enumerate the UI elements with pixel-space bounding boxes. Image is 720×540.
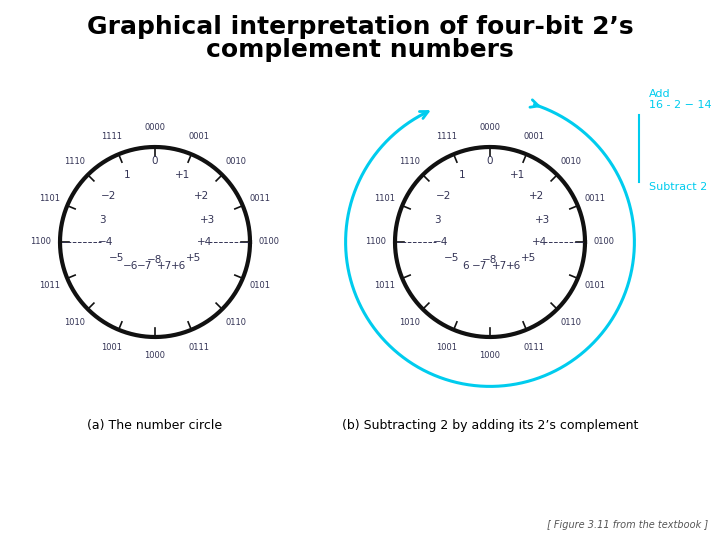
Text: [ Figure 3.11 from the textbook ]: [ Figure 3.11 from the textbook ] <box>547 520 708 530</box>
Text: 1: 1 <box>124 170 130 180</box>
Text: 0110: 0110 <box>225 318 246 327</box>
Text: 0001: 0001 <box>523 132 544 141</box>
Text: 1111: 1111 <box>436 132 457 141</box>
Text: 1010: 1010 <box>399 318 420 327</box>
Text: 0000: 0000 <box>480 124 500 132</box>
Text: 1110: 1110 <box>399 157 420 166</box>
Text: −2: −2 <box>436 191 451 201</box>
Text: +6: +6 <box>171 261 186 271</box>
Text: 0011: 0011 <box>585 194 606 203</box>
Text: 0101: 0101 <box>585 281 606 290</box>
Text: +2: +2 <box>194 191 209 201</box>
Text: −8: −8 <box>148 255 163 266</box>
Text: 1010: 1010 <box>64 318 85 327</box>
Text: +3: +3 <box>536 215 551 225</box>
Text: 1100: 1100 <box>366 238 387 246</box>
Text: 1001: 1001 <box>436 343 457 352</box>
Text: +5: +5 <box>186 253 202 263</box>
Text: 0100: 0100 <box>258 238 279 246</box>
Text: +7: +7 <box>492 261 508 271</box>
Text: +1: +1 <box>175 170 191 180</box>
Text: 1101: 1101 <box>39 194 60 203</box>
Text: −2: −2 <box>102 191 117 201</box>
Text: −7: −7 <box>472 261 487 271</box>
Text: −5: −5 <box>109 253 124 263</box>
Text: −6: −6 <box>123 261 139 271</box>
Text: +2: +2 <box>528 191 544 201</box>
Text: Subtract 2: Subtract 2 <box>649 182 708 192</box>
Text: −5: −5 <box>444 253 459 263</box>
Text: −4: −4 <box>98 237 113 247</box>
Text: 0010: 0010 <box>560 157 581 166</box>
Text: 1011: 1011 <box>39 281 60 290</box>
Text: 0: 0 <box>487 156 493 166</box>
Text: 0111: 0111 <box>188 343 209 352</box>
Text: +4: +4 <box>197 237 212 247</box>
Text: 0001: 0001 <box>188 132 209 141</box>
Text: −7: −7 <box>138 261 153 271</box>
Text: +6: +6 <box>506 261 522 271</box>
Text: +1: +1 <box>510 170 526 180</box>
Text: 1000: 1000 <box>145 352 166 361</box>
Text: 0101: 0101 <box>250 281 271 290</box>
Text: 0011: 0011 <box>250 194 271 203</box>
Text: complement numbers: complement numbers <box>206 38 514 62</box>
Text: 6: 6 <box>463 261 469 271</box>
Text: 1011: 1011 <box>374 281 395 290</box>
Text: 1000: 1000 <box>480 352 500 361</box>
Text: (a) The number circle: (a) The number circle <box>87 418 222 431</box>
Text: 1: 1 <box>459 170 465 180</box>
Text: +3: +3 <box>200 215 215 225</box>
Text: 1111: 1111 <box>101 132 122 141</box>
Text: +7: +7 <box>158 261 173 271</box>
Text: −8: −8 <box>482 255 498 266</box>
Text: 0000: 0000 <box>145 124 166 132</box>
Text: −4: −4 <box>433 237 448 247</box>
Text: 0111: 0111 <box>523 343 544 352</box>
Text: 1110: 1110 <box>64 157 85 166</box>
Text: 0100: 0100 <box>593 238 614 246</box>
Text: 3: 3 <box>99 215 105 225</box>
Text: 0: 0 <box>152 156 158 166</box>
Text: 1001: 1001 <box>101 343 122 352</box>
Text: (b) Subtracting 2 by adding its 2’s complement: (b) Subtracting 2 by adding its 2’s comp… <box>342 418 638 431</box>
Text: Add
16 - 2 − 14: Add 16 - 2 − 14 <box>649 89 712 111</box>
Text: 1101: 1101 <box>374 194 395 203</box>
Text: 0010: 0010 <box>225 157 246 166</box>
Text: Graphical interpretation of four-bit 2’s: Graphical interpretation of four-bit 2’s <box>86 15 634 39</box>
Text: 1100: 1100 <box>30 238 52 246</box>
Text: 0110: 0110 <box>560 318 581 327</box>
Text: +4: +4 <box>532 237 547 247</box>
Text: 3: 3 <box>433 215 441 225</box>
Text: +5: +5 <box>521 253 536 263</box>
